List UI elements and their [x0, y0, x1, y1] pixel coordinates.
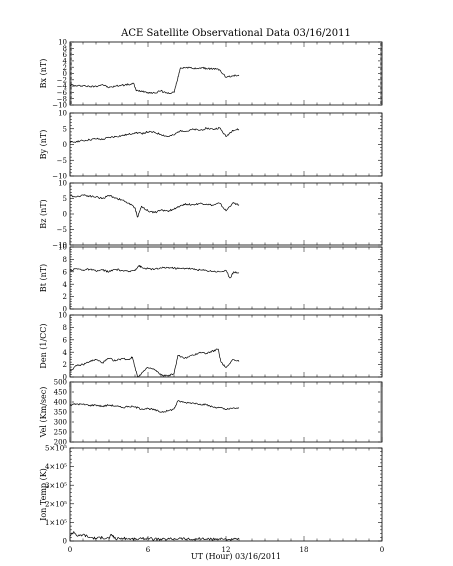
- panel-4: 0 2 4 6 8 10 Bt (nT): [39, 244, 383, 314]
- y-tick-label: 4: [63, 58, 68, 66]
- y-tick-label: 10: [58, 180, 67, 188]
- y-tick-label: 2×10⁵: [45, 500, 67, 508]
- panel-frame: [69, 112, 383, 177]
- y-tick-label: 450: [54, 389, 67, 397]
- x-tick-label: 18: [300, 546, 309, 554]
- data-line: [69, 127, 240, 144]
- panel-frame: [69, 182, 383, 246]
- y-tick-label: 5: [63, 125, 67, 133]
- y-tick-label: 0: [63, 306, 67, 314]
- y-tick-label: −10: [52, 173, 67, 181]
- y-tick-label: 8: [63, 324, 67, 332]
- y-tick-label: −10: [52, 242, 67, 250]
- y-tick-label: 4×10⁵: [45, 463, 67, 471]
- y-tick-label: 5×10⁵: [45, 445, 67, 453]
- y-tick-label: 2: [63, 361, 67, 369]
- y-tick-label: 6: [63, 336, 68, 344]
- y-tick-label: 2: [63, 64, 67, 72]
- data-line: [69, 348, 240, 378]
- figure-title: ACE Satellite Observational Data 03/16/2…: [120, 28, 351, 39]
- y-tick-label: 10: [58, 244, 67, 252]
- y-tick-label: 0: [63, 538, 67, 546]
- y-axis-label: Bz (nT): [39, 199, 48, 228]
- y-tick-label: 4: [63, 281, 68, 289]
- panel-3: −10 −5 0 5 10 Bz (nT): [39, 180, 383, 250]
- y-axis-label: Den (1/CC): [39, 323, 48, 368]
- y-tick-label: 500: [54, 379, 67, 387]
- y-tick-label: 6: [63, 51, 68, 59]
- y-tick-label: 200: [54, 439, 67, 447]
- y-tick-label: 10: [58, 39, 67, 47]
- panel-frame: [69, 41, 383, 106]
- y-tick-label: 8: [63, 45, 67, 53]
- y-tick-label: 2: [63, 293, 67, 301]
- panel-6: 200 250 300 350 400 450 500 Vel (Km/sec): [39, 379, 383, 447]
- panel-7: 0 1×10⁵ 2×10⁵ 3×10⁵ 4×10⁵ 5×10⁵ Ion Temp (K): [39, 445, 383, 546]
- y-tick-label: −2: [57, 76, 67, 84]
- y-tick-label: 8: [63, 256, 67, 264]
- y-tick-label: 1×10⁵: [45, 519, 67, 527]
- y-tick-label: 300: [54, 419, 67, 427]
- y-tick-label: −10: [52, 102, 67, 110]
- y-axis-label: By (nT): [39, 130, 48, 160]
- y-tick-label: 5: [63, 195, 67, 203]
- panel-frame: [69, 246, 383, 310]
- y-tick-label: −6: [57, 89, 68, 97]
- y-tick-label: 0: [63, 374, 67, 382]
- y-tick-label: 4: [63, 349, 68, 357]
- y-tick-label: 350: [54, 409, 67, 417]
- y-tick-label: −5: [57, 226, 67, 234]
- x-axis-ticks: 0 6 12 18 0: [68, 546, 384, 554]
- data-line: [69, 194, 240, 218]
- y-tick-label: 3×10⁵: [45, 482, 67, 490]
- y-tick-label: 400: [54, 399, 67, 407]
- panel-frame: [69, 447, 383, 542]
- panel-2: −10 −5 0 5 10 By (nT): [39, 110, 383, 181]
- y-tick-label: −4: [57, 83, 68, 91]
- panel-frame: [69, 381, 383, 443]
- data-line: [69, 66, 240, 94]
- y-tick-label: 6: [63, 268, 68, 276]
- x-axis-label: UT (Hour) 03/16/2011: [191, 552, 281, 561]
- y-axis-label: Bx (nT): [39, 59, 48, 89]
- y-axis-label: Ion Temp (K): [39, 468, 48, 521]
- y-tick-label: 0: [63, 141, 67, 149]
- data-line: [69, 400, 240, 413]
- y-axis-label: Bt (nT): [39, 264, 48, 292]
- y-tick-label: −8: [57, 95, 67, 103]
- data-line: [69, 531, 240, 542]
- panel-5: 0 2 4 6 8 10 Den (1/CC): [39, 312, 383, 382]
- y-tick-label: 10: [58, 312, 67, 320]
- x-tick-label: 0: [380, 546, 384, 554]
- y-tick-label: 250: [54, 429, 67, 437]
- y-axis-label: Vel (Km/sec): [39, 387, 48, 439]
- y-tick-label: 10: [58, 110, 67, 118]
- y-tick-label: −5: [57, 157, 67, 165]
- x-tick-label: 6: [146, 546, 151, 554]
- x-tick-label: 0: [68, 546, 72, 554]
- y-tick-label: 0: [63, 70, 67, 78]
- x-tick-label: 12: [222, 546, 231, 554]
- data-line: [69, 265, 240, 279]
- y-tick-label: 0: [63, 211, 67, 219]
